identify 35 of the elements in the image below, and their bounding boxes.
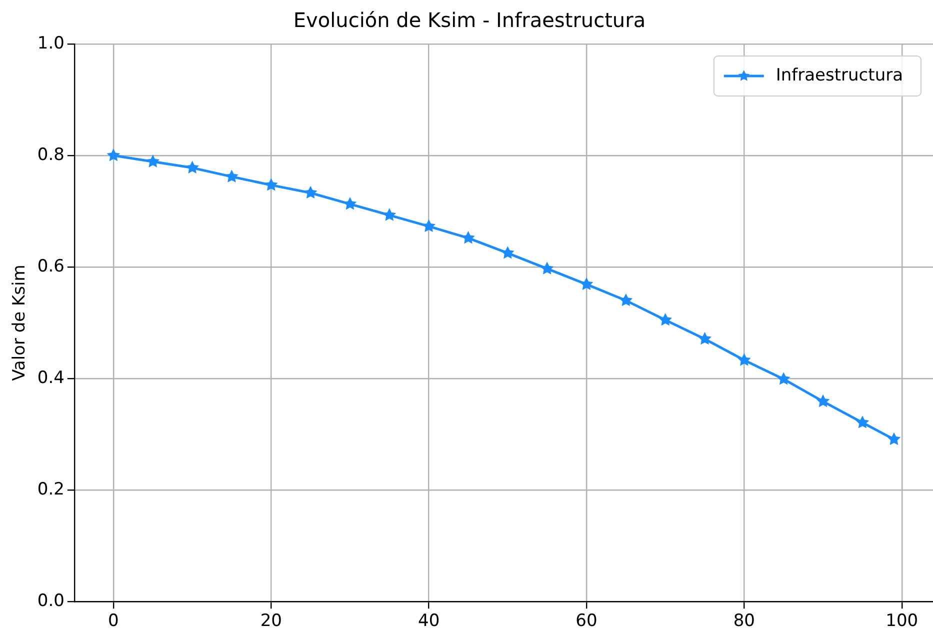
x-tick-label: 100 — [886, 611, 918, 632]
point — [264, 178, 278, 191]
x-tick-label: 20 — [260, 611, 282, 632]
y-axis-title: Valor de Ksim — [10, 264, 30, 381]
point — [738, 353, 751, 366]
point — [887, 432, 901, 445]
point — [580, 277, 594, 290]
y-tick-label: 1.0 — [37, 33, 64, 54]
point — [382, 208, 396, 221]
x-tick-label: 60 — [576, 611, 598, 632]
point — [304, 186, 318, 199]
y-tick-label: 0.8 — [37, 144, 64, 165]
point — [816, 394, 830, 408]
point — [540, 262, 554, 274]
y-tick-label: 0.6 — [37, 256, 64, 276]
point — [501, 246, 514, 259]
point — [856, 416, 870, 428]
point — [106, 148, 120, 162]
point — [462, 231, 475, 244]
y-tick-label: 0.2 — [37, 480, 64, 500]
point — [776, 372, 790, 385]
point — [698, 332, 712, 345]
point — [658, 313, 672, 326]
legend-label: Infraestructura — [776, 65, 904, 86]
chart-title: Evolución de Ksim - Infraestructura — [293, 8, 646, 32]
point — [186, 160, 199, 174]
point — [225, 170, 238, 182]
x-tick-label: 40 — [418, 611, 440, 632]
point — [619, 293, 633, 306]
x-tick-label: 80 — [733, 611, 755, 632]
x-tick-label: 0 — [108, 611, 119, 632]
point — [146, 154, 160, 168]
y-tick-label: 0.0 — [37, 591, 64, 612]
point — [422, 219, 436, 232]
y-tick-label: 0.4 — [37, 368, 64, 388]
